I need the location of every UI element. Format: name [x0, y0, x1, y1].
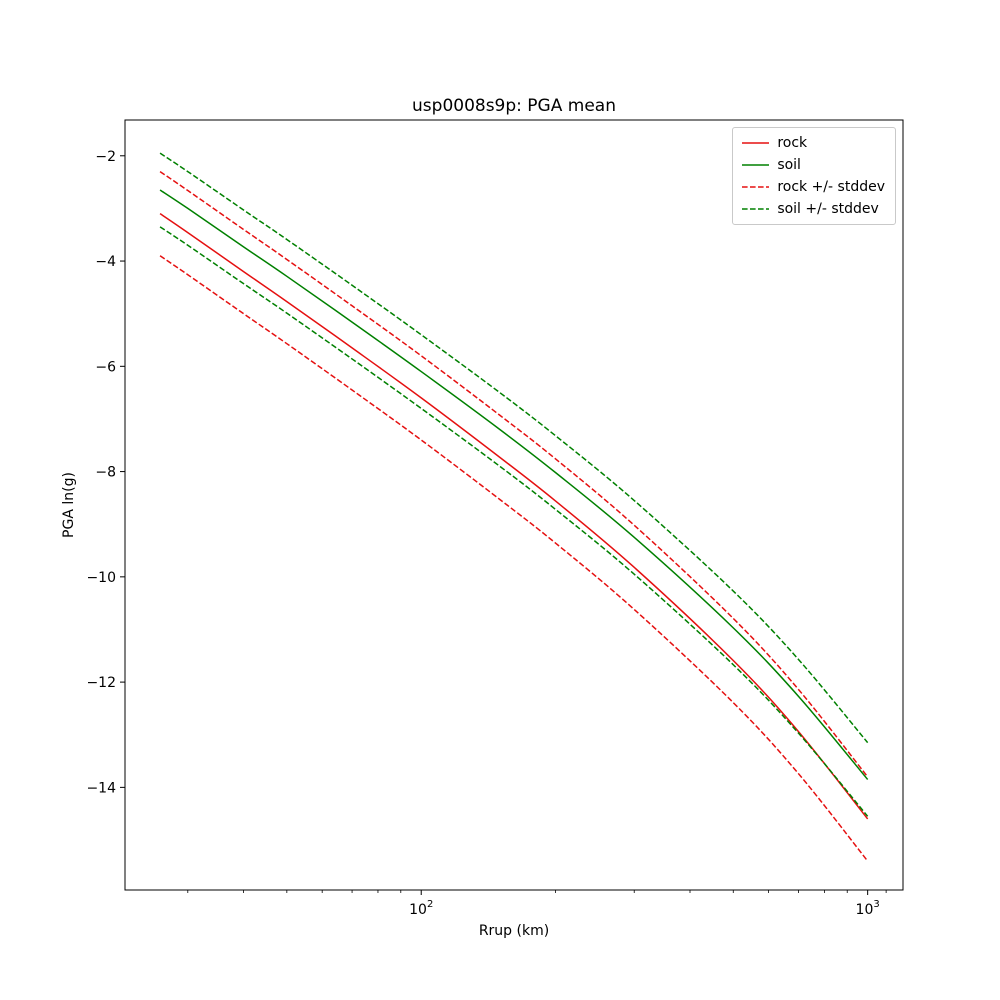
- legend-item-soil-stddev: soil +/- stddev: [742, 200, 885, 218]
- legend-label: rock: [777, 135, 808, 151]
- x-tick-label: 102: [409, 899, 433, 918]
- legend-label: rock +/- stddev: [777, 179, 885, 195]
- y-tick-label: −10: [86, 570, 116, 586]
- legend-line-sample: [742, 164, 770, 166]
- y-axis-label: PGA ln(g): [61, 472, 77, 538]
- legend-line-sample: [742, 142, 770, 144]
- y-tick-label: −4: [95, 254, 116, 270]
- y-tick-label: −12: [86, 675, 116, 691]
- x-axis-label: Rrup (km): [478, 923, 550, 939]
- x-tick-label: 103: [856, 899, 880, 918]
- y-tick-label: −6: [95, 359, 116, 375]
- chart-title: usp0008s9p: PGA mean: [412, 96, 616, 116]
- legend-label: soil +/- stddev: [777, 201, 879, 217]
- legend: rock soil rock +/- stddev soil +/- stddev: [732, 127, 896, 225]
- y-tick-label: −14: [86, 780, 116, 796]
- legend-item-rock-stddev: rock +/- stddev: [742, 178, 885, 196]
- y-tick-label: −8: [95, 465, 116, 481]
- legend-item-rock: rock: [742, 134, 885, 152]
- legend-label: soil: [777, 157, 801, 173]
- rock-plus-stddev-line: [159, 170, 869, 778]
- soil-mean-line: [159, 189, 869, 780]
- legend-line-sample: [742, 208, 770, 210]
- legend-item-soil: soil: [742, 156, 885, 174]
- soil-plus-stddev-line: [159, 152, 869, 744]
- rock-mean-line: [159, 213, 869, 820]
- y-tick-label: −2: [95, 149, 116, 165]
- legend-line-sample: [742, 186, 770, 188]
- rock-minus-stddev-line: [159, 255, 869, 862]
- axes-box: [124, 119, 904, 891]
- soil-minus-stddev-line: [159, 226, 869, 817]
